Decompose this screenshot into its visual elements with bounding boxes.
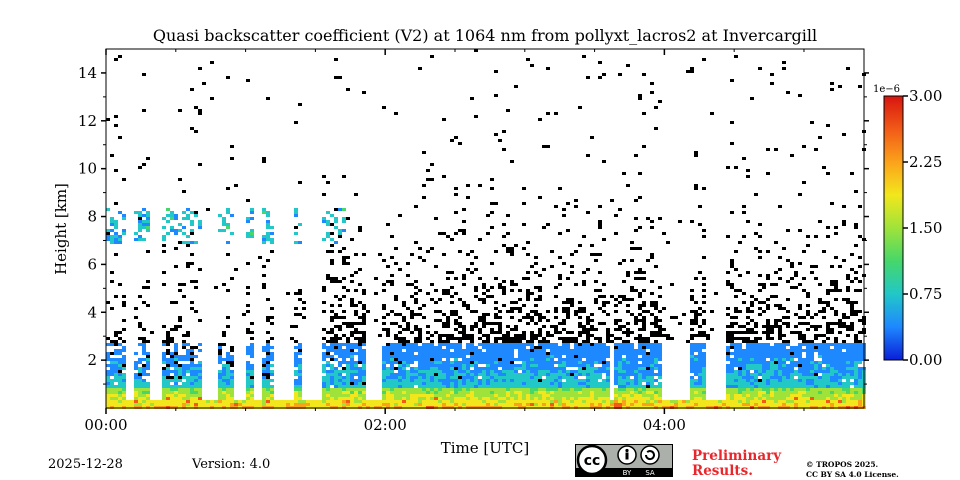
copyright-line-1: © TROPOS 2025. — [806, 460, 879, 469]
cc-icon-label: cc — [584, 453, 601, 469]
colorbar-tick-label-2: 1.50 — [909, 219, 942, 237]
preliminary-results-note: Preliminary Results. — [692, 449, 781, 479]
plot-frame — [105, 48, 865, 409]
y-tick-label-0: 2 — [87, 351, 97, 369]
sa-label: SA — [645, 469, 655, 477]
by-icon-body — [625, 452, 629, 460]
preliminary-line-2: Results. — [692, 463, 753, 479]
cc-license-badge: cc BY SA — [575, 444, 673, 477]
y-axis-label: Height [km] — [52, 183, 70, 275]
y-tick-label-2: 6 — [87, 255, 97, 273]
by-label: BY — [623, 469, 632, 477]
x-axis-label: Time [UTC] — [441, 439, 530, 457]
x-tick-label-0: 00:00 — [84, 416, 127, 434]
y-tick-label-1: 4 — [87, 303, 97, 321]
copyright-note: © TROPOS 2025. CC BY SA 4.0 License. — [806, 460, 899, 480]
colorbar-tick-label-3: 2.25 — [909, 153, 942, 171]
colorbar-scale-label: 1e−6 — [873, 84, 900, 95]
plot-area — [106, 49, 866, 409]
y-tick-label-5: 12 — [78, 112, 97, 130]
preliminary-line-1: Preliminary — [692, 448, 782, 464]
y-tick-label-6: 14 — [78, 64, 97, 82]
x-tick-label-1: 02:00 — [364, 416, 407, 434]
axes: 00:00 02:00 04:00 2 4 6 8 10 12 14 — [78, 48, 869, 434]
backscatter-field — [106, 49, 866, 409]
sa-icon-arrow — [644, 450, 655, 461]
copyright-line-2: CC BY SA 4.0 License. — [806, 470, 899, 479]
date-label: 2025-12-28 — [48, 457, 123, 472]
version-label: Version: 4.0 — [192, 457, 271, 472]
colorbar-tick-label-0: 0.00 — [909, 351, 942, 369]
colorbar: 0.00 0.75 1.50 2.25 3.00 1e−6 — [873, 84, 942, 369]
sa-icon — [640, 445, 660, 465]
y-tick-label-4: 10 — [78, 160, 97, 178]
chart-title: Quasi backscatter coefficient (V2) at 10… — [153, 26, 817, 45]
by-icon-head — [625, 448, 629, 453]
colorbar-tick-label-1: 0.75 — [909, 285, 942, 303]
cc-icon — [576, 444, 608, 476]
y-tick-label-3: 8 — [87, 208, 97, 226]
x-tick-label-2: 04:00 — [643, 416, 686, 434]
colorbar-gradient — [883, 95, 904, 361]
colorbar-tick-label-4: 3.00 — [909, 87, 942, 105]
